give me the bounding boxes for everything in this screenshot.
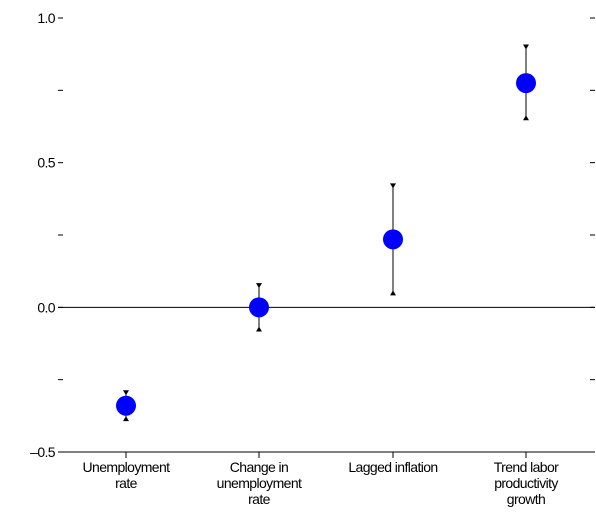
x-category-label-line: Lagged inflation bbox=[348, 459, 437, 475]
y-tick-label: 0.5 bbox=[37, 155, 55, 171]
x-category-label-line: unemployment bbox=[217, 475, 302, 491]
error-cap-bottom bbox=[523, 115, 529, 121]
error-cap-bottom bbox=[390, 290, 396, 296]
y-tick-label: 0.0 bbox=[37, 299, 55, 315]
error-cap-bottom bbox=[123, 416, 129, 422]
error-cap-bottom bbox=[256, 326, 262, 332]
error-cap-top bbox=[390, 183, 396, 189]
x-category-label: Trend labor productivity growth bbox=[494, 459, 559, 507]
data-point bbox=[516, 73, 536, 94]
x-category-label-line: growth bbox=[507, 491, 545, 507]
y-tick-label: 1.0 bbox=[37, 10, 55, 26]
x-category-label-line: productivity bbox=[494, 475, 558, 491]
error-cap-top bbox=[523, 44, 529, 50]
x-category-label: Change in unemployment rate bbox=[217, 459, 302, 507]
x-category-label-line: Change in bbox=[230, 459, 288, 475]
error-cap-top bbox=[123, 390, 129, 396]
x-category-label: Unemployment rate bbox=[83, 459, 171, 491]
data-point bbox=[383, 229, 403, 250]
y-tick-label: –0.5 bbox=[30, 444, 56, 460]
error-cap-top bbox=[256, 283, 262, 289]
x-category-label-line: Unemployment bbox=[83, 459, 171, 475]
x-category-label: Lagged inflation bbox=[348, 459, 437, 475]
x-category-label-line: Trend labor bbox=[494, 459, 559, 475]
marks-group bbox=[116, 44, 536, 422]
data-point bbox=[249, 297, 269, 318]
x-category-label-line: rate bbox=[115, 475, 138, 491]
data-point bbox=[116, 395, 136, 416]
x-category-label-line: rate bbox=[248, 491, 271, 507]
